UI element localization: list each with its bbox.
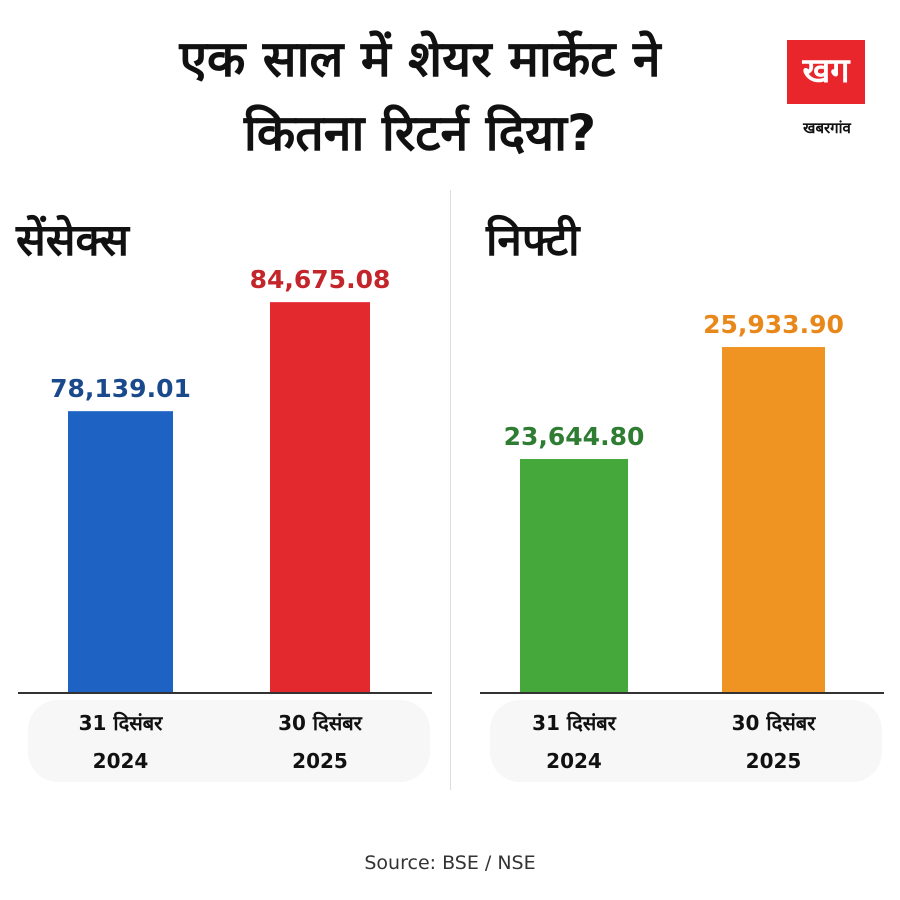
x-tick-label: 31 दिसंबर (532, 711, 617, 735)
data-label: 78,139.01 (50, 374, 191, 403)
x-tick-label: 30 दिसंबर (278, 711, 363, 735)
bar-0-0 (68, 411, 173, 693)
data-label: 23,644.80 (504, 422, 645, 451)
title-line-1: एक साल में शेयर मार्केट ने (179, 30, 661, 88)
bar-1-1 (722, 347, 825, 693)
data-label: 84,675.08 (250, 265, 391, 294)
data-label: 25,933.90 (703, 310, 844, 339)
source-note: Source: BSE / NSE (364, 852, 536, 874)
bar-0-1 (270, 302, 370, 693)
khabargaon-logo: खग (787, 40, 865, 104)
label-background (28, 700, 430, 782)
title-line-2: कितना रिटर्न दिया? (243, 104, 597, 162)
x-tick-label: 2024 (546, 749, 602, 773)
x-tick-label: 30 दिसंबर (732, 711, 817, 735)
nifty-heading: निफ्टी (486, 215, 580, 266)
x-tick-label: 2025 (292, 749, 348, 773)
bar-1-0 (520, 458, 628, 693)
logo-text: खबरगांव (803, 119, 851, 137)
x-tick-label: 2025 (746, 749, 802, 773)
x-tick-label: 31 दिसंबर (79, 711, 164, 735)
divider (450, 190, 451, 790)
sensex-heading: सेंसेक्स (16, 215, 129, 266)
label-background (490, 700, 882, 782)
x-tick-label: 2024 (93, 749, 149, 773)
